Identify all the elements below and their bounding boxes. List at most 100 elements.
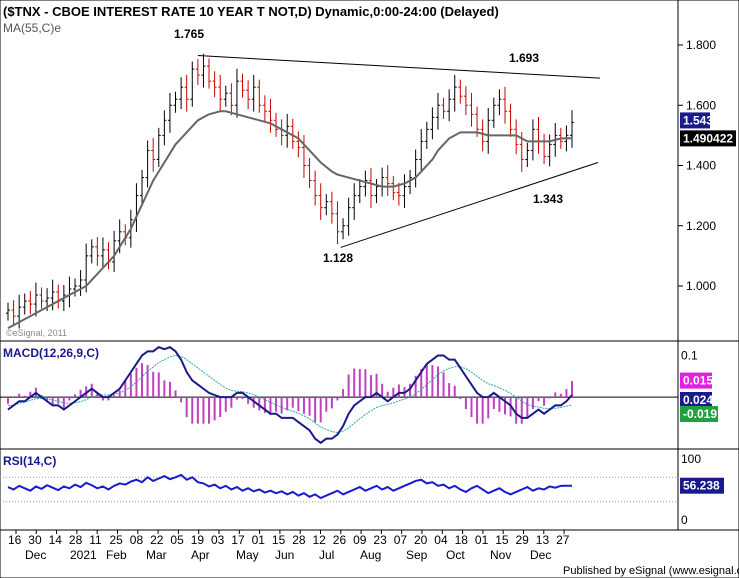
x-tick-label: 27 (556, 533, 570, 547)
ohlc-bar (424, 121, 429, 149)
ohlc-bar (547, 134, 552, 167)
price-tick-label: 1.800 (686, 38, 716, 52)
ohlc-bar (145, 140, 150, 188)
ohlc-bar (402, 174, 407, 208)
ohlc-bar (140, 170, 145, 204)
annotation-low-1343: 1.343 (533, 192, 563, 206)
macd-hist-tag-text: 0.015 (683, 374, 713, 388)
ohlc-bar (329, 191, 334, 224)
ma-value-tag-bg (680, 130, 736, 147)
ohlc-bar (447, 89, 452, 122)
x-month-label: Mar (146, 548, 167, 562)
ohlc-bar (324, 194, 329, 216)
ohlc-bar (234, 68, 239, 118)
ohlc-bar (195, 59, 200, 86)
ohlc-bar (11, 300, 16, 327)
ohlc-bar (246, 80, 251, 110)
ohlc-bar (151, 138, 156, 172)
x-tick-label: 19 (191, 533, 205, 547)
x-tick-label: 15 (495, 533, 509, 547)
ohlc-bar (419, 129, 424, 172)
ohlc-bar (497, 89, 502, 116)
ohlc-bar (78, 270, 83, 296)
rsi-value-tag-bg (680, 477, 724, 494)
macd-value-tag-text: 0.024 (683, 393, 713, 407)
ohlc-bar (28, 291, 33, 315)
ohlc-bar (218, 74, 223, 112)
ohlc-bar (156, 127, 161, 168)
price-tick-label: 1.200 (686, 219, 716, 233)
ohlc-bar (335, 201, 340, 245)
x-tick-label: 17 (231, 533, 245, 547)
ohlc-bar (73, 278, 78, 297)
ohlc-bar (469, 92, 474, 127)
rsi-tick-label: 0 (681, 513, 688, 527)
macd-hist-tag-bg (680, 372, 712, 389)
x-tick-label: 18 (455, 533, 469, 547)
macd-signal-tag: -0.019 (680, 405, 718, 422)
ohlc-bar (408, 170, 413, 195)
ohlc-bar (251, 74, 256, 112)
x-tick-label: 01 (252, 533, 266, 547)
rsi-line (7, 473, 572, 500)
chart-title: ($TNX - CBOE INTEREST RATE 10 YEAR T NOT… (3, 4, 499, 19)
ohlc-bar (502, 86, 507, 124)
x-tick-label: 04 (434, 533, 448, 547)
x-tick-label: 03 (211, 533, 225, 547)
rsi-layer (0, 473, 678, 503)
ohlc-bar (357, 179, 362, 204)
x-tick-label: 05 (170, 533, 184, 547)
ohlc-bar (463, 86, 468, 116)
price-bars (6, 53, 574, 329)
x-month-label: Jun (275, 548, 294, 562)
x-month-label: Jul (319, 548, 334, 562)
ohlc-bar (352, 183, 357, 221)
ohlc-bar (486, 107, 491, 154)
x-tick-label: 11 (89, 533, 102, 547)
ohlc-bar (212, 71, 217, 98)
last-price-tag-text: 1.543 (683, 113, 713, 127)
ohlc-bar (100, 237, 105, 269)
last-price-tag: 1.543 (680, 112, 713, 129)
ohlc-bar (179, 77, 184, 110)
ohlc-bar (514, 119, 519, 155)
ohlc-bar (184, 74, 189, 112)
macd-layer (0, 346, 678, 445)
x-tick-label: 07 (394, 533, 408, 547)
ohlc-bar (318, 183, 323, 221)
x-tick-label: 08 (130, 533, 144, 547)
x-tick-label: 29 (516, 533, 530, 547)
ohlc-bar (223, 85, 228, 107)
ohlc-bar (508, 103, 513, 137)
macd-signal-tag-text: -0.019 (683, 407, 717, 421)
resistance-trendline (197, 55, 601, 79)
x-tick-label: 30 (28, 533, 42, 547)
ohlc-bar (301, 135, 306, 178)
price-tick-label: 1.400 (686, 159, 716, 173)
ohlc-bar (173, 91, 178, 113)
ohlc-bar (33, 282, 38, 317)
ohlc-bar (162, 110, 167, 146)
x-month-label: Dec (530, 548, 551, 562)
x-tick-label: 01 (475, 533, 489, 547)
ohlc-bar (167, 92, 172, 133)
ohlc-bar (480, 119, 485, 152)
ohlc-bar (22, 293, 27, 315)
rsi-value-tag-text: 56.238 (683, 479, 720, 493)
macd-line (7, 346, 573, 445)
ohlc-bar (6, 302, 10, 321)
annotation-low-1128: 1.128 (323, 251, 353, 265)
ohlc-bar (341, 218, 346, 240)
ma55-line (7, 110, 573, 330)
axis-layer: 1.8001.6001.4001.2001.0000.1100500163014… (8, 38, 716, 562)
ohlc-bar (430, 107, 435, 140)
x-month-label: Nov (490, 548, 511, 562)
ohlc-bar (50, 279, 55, 311)
ma-value-tag: 1.490422 (680, 130, 736, 147)
ohlc-bar (84, 243, 89, 293)
ohlc-bar (39, 287, 44, 309)
ohlc-bar (530, 119, 535, 161)
last-price-tag-bg (680, 112, 710, 129)
